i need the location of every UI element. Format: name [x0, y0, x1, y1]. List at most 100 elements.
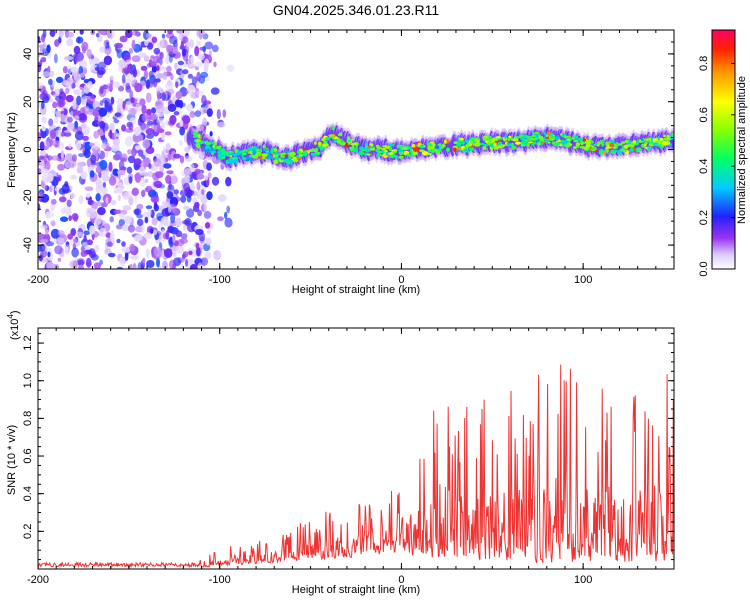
heatmap-band-peak [559, 133, 563, 136]
heatmap-noise-cell [121, 74, 126, 84]
heatmap-band-peak [523, 140, 529, 143]
heatmap-band-peak [457, 140, 461, 145]
heatmap-band-peak [349, 147, 354, 152]
heatmap-band-peak [577, 137, 584, 142]
heatmap-noise-cell [82, 135, 89, 141]
heatmap-noise-cell [78, 113, 87, 121]
heatmap-band-peak [444, 139, 447, 144]
heatmap-band-peak [507, 137, 511, 142]
heatmap-noise-cell [126, 166, 133, 174]
snr-y-multiplier-exp: 4 [6, 314, 15, 319]
heatmap-noise-cell [110, 230, 115, 240]
heatmap-noise-cell [173, 189, 179, 195]
heatmap-band-peak [482, 136, 488, 141]
heatmap-band-peak [512, 138, 519, 142]
heatmap-noise-cell [189, 39, 194, 49]
heatmap-noise-cell [86, 48, 92, 58]
heatmap-noise-cell [178, 139, 184, 147]
heatmap-noise-cell [159, 164, 165, 173]
heatmap-noise-cell [99, 159, 108, 170]
heatmap-band-peak [426, 142, 432, 147]
heatmap-band-peak [470, 137, 476, 141]
heatmap-noise-cell [196, 181, 201, 191]
heatmap-noise-cell [196, 40, 201, 47]
heatmap-noise-cell [78, 195, 84, 205]
heatmap-noise-cell [153, 229, 158, 235]
heatmap-band-peak [580, 142, 584, 145]
snr-y-tick-label: 0.4 [22, 486, 34, 501]
heatmap-noise-cell [56, 76, 64, 83]
heatmap-noise-cell [211, 44, 219, 53]
heatmap-band-peak [494, 145, 499, 150]
heatmap-noise-cell [87, 239, 93, 246]
heatmap-noise-cell [204, 41, 213, 50]
heatmap-band-peak [209, 150, 217, 154]
heatmap-noise-cell [113, 189, 120, 194]
heatmap-noise-cell [92, 141, 100, 150]
heatmap-noise-cell [178, 33, 182, 40]
heatmap-noise-cell [44, 229, 49, 235]
heatmap-band-peak [657, 136, 661, 141]
spectrogram-x-axis-title: Height of straight line (km) [292, 284, 420, 296]
heatmap-noise-cell [101, 122, 109, 131]
heatmap-band-peak [252, 150, 256, 156]
heatmap-noise-cell [38, 133, 41, 141]
heatmap-noise-cell [150, 196, 158, 203]
heatmap-band-peak [195, 138, 201, 143]
spectrogram-signal-band [186, 121, 674, 173]
heatmap-noise-cell [210, 87, 220, 95]
heatmap-band-peak [403, 144, 407, 147]
heatmap-noise-cell [154, 171, 164, 179]
heatmap-noise-cell [116, 48, 123, 59]
heatmap-noise-cell [138, 166, 146, 176]
heatmap-noise-cell [143, 70, 149, 80]
heatmap-noise-cell [109, 216, 114, 223]
heatmap-noise-cell [196, 173, 205, 180]
heatmap-noise-cell [71, 247, 79, 258]
heatmap-band-peak [290, 151, 296, 157]
heatmap-noise-cell [189, 264, 198, 269]
heatmap-band-peak [239, 150, 245, 154]
heatmap-noise-cell [166, 44, 174, 53]
heatmap-band-peak [365, 148, 371, 153]
spectrogram-y-tick-label: -40 [22, 237, 34, 253]
heatmap-noise-cell [66, 38, 74, 47]
heatmap-noise-cell [60, 207, 67, 214]
heatmap-noise-cell [90, 154, 97, 164]
heatmap-band-peak [635, 148, 639, 152]
heatmap-band-peak [622, 149, 626, 153]
heatmap-band-peak [216, 147, 221, 150]
heatmap-noise-cell [195, 228, 204, 236]
heatmap-noise-cell [131, 55, 141, 63]
heatmap-noise-cell [206, 108, 213, 117]
heatmap-noise-cell [217, 216, 224, 222]
heatmap-noise-cell [127, 155, 136, 164]
heatmap-noise-cell [146, 33, 152, 39]
heatmap-noise-cell [50, 228, 60, 239]
heatmap-noise-cell [73, 238, 78, 243]
heatmap-band-peak [650, 137, 654, 142]
heatmap-band-peak [394, 155, 398, 159]
heatmap-band-peak [453, 141, 459, 145]
heatmap-noise-cell [134, 82, 143, 93]
colorbar-tick-label: 0.4 [698, 159, 710, 174]
spectrogram-y-tick-label: 0 [22, 146, 34, 152]
heatmap-noise-cell [39, 141, 45, 152]
colorbar-tick-label: 0.2 [698, 210, 710, 225]
heatmap-noise-cell [112, 168, 119, 176]
heatmap-band-peak [364, 142, 369, 146]
spectrogram-x-tick-label: -200 [27, 274, 49, 286]
heatmap-band-peak [406, 153, 411, 157]
heatmap-noise-cell [60, 113, 65, 123]
heatmap-band-peak [217, 150, 223, 155]
heatmap-band-peak [644, 146, 648, 149]
heatmap-noise-cell [165, 82, 174, 90]
heatmap-band-peak [603, 150, 607, 155]
heatmap-band-peak [534, 133, 539, 138]
heatmap-band-peak [624, 140, 629, 143]
heatmap-noise-cell [67, 233, 73, 240]
heatmap-band-peak [506, 142, 509, 147]
heatmap-noise-cell [98, 30, 108, 35]
heatmap-noise-cell [169, 114, 177, 125]
heatmap-noise-cell [97, 67, 106, 76]
